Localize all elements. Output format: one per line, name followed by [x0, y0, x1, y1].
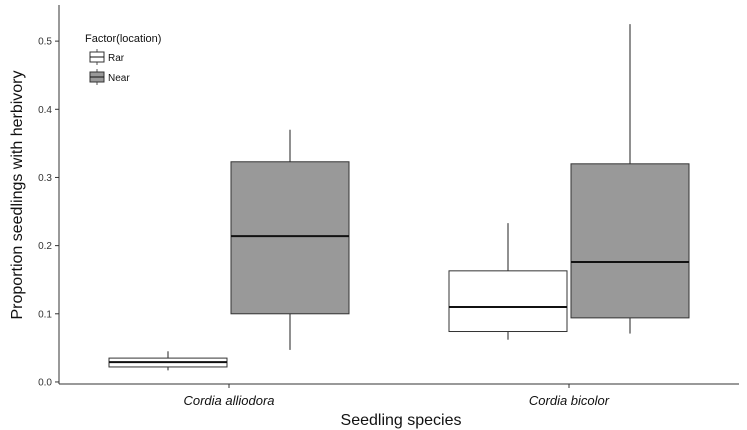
- y-tick-label: 0.2: [38, 241, 52, 252]
- y-tick-label: 0.1: [38, 309, 52, 320]
- y-axis-title: Proportion seedlings with herbivory: [9, 70, 26, 319]
- legend-title: Factor(location): [85, 33, 161, 45]
- legend-label: Near: [108, 73, 130, 84]
- legend: Factor(location) Rar Near: [85, 33, 161, 85]
- y-tick-label: 0.3: [38, 173, 52, 184]
- plot-area: 0.0 0.1 0.2 0.3 0.4 0.5 Cordia alliodora Cordia…: [38, 5, 739, 408]
- x-tick-label: Cordia alliodora: [183, 393, 274, 408]
- y-tick-label: 0.5: [38, 37, 52, 48]
- legend-label: Rar: [108, 53, 125, 64]
- y-tick-label: 0.4: [38, 105, 52, 116]
- x-tick-label: Cordia bicolor: [529, 393, 610, 408]
- box: [448, 270, 568, 333]
- box: [570, 163, 690, 319]
- box: [230, 161, 350, 315]
- x-axis-title: Seedling species: [341, 412, 462, 429]
- y-tick-label: 0.0: [38, 377, 52, 388]
